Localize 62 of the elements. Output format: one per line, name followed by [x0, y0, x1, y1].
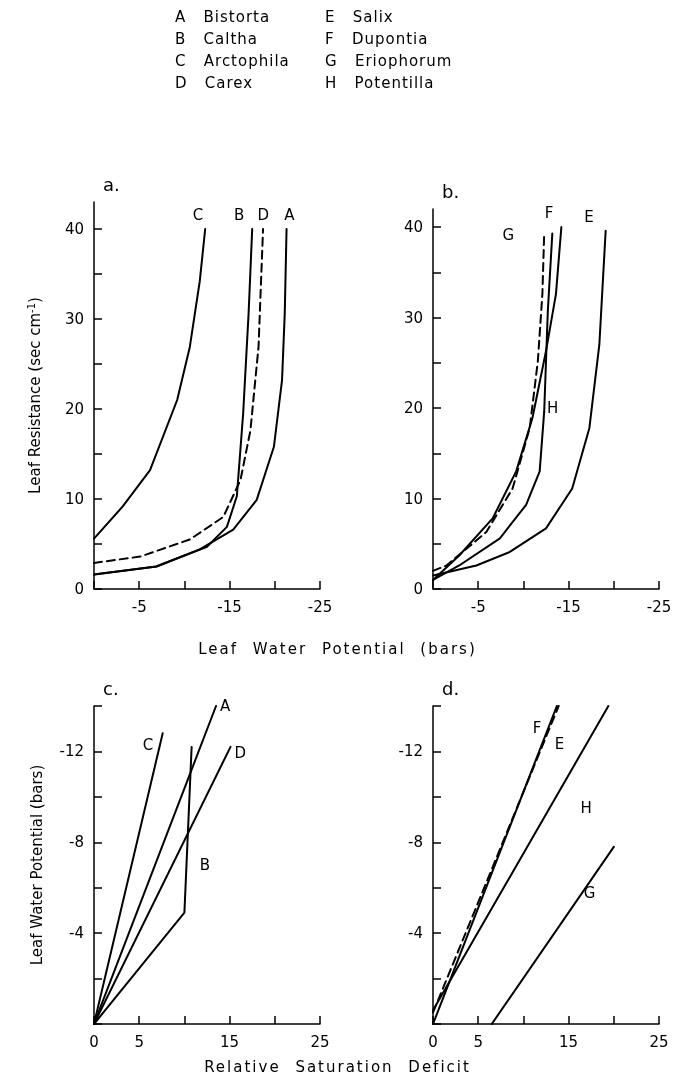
text: A Bistorta	[175, 8, 272, 28]
y-tick-label: -12	[59, 742, 84, 761]
chart-title: c.	[103, 677, 119, 699]
chart-title: b.	[442, 180, 460, 202]
y-tick-label: 10	[403, 489, 423, 508]
text: C Arctophila	[175, 52, 291, 72]
text: G Eriophorum	[325, 52, 454, 72]
text: E Salix	[325, 8, 395, 28]
x-tick-label: 5	[473, 1032, 483, 1051]
x-tick-label: -5	[470, 597, 486, 616]
series-label: F	[532, 719, 542, 737]
y-tick-label: 10	[64, 490, 84, 508]
x-tick-label: 5	[134, 1032, 144, 1051]
x-axis-title: Leaf Water Potential (bars)	[197, 640, 478, 658]
y-tick-label: 20	[64, 400, 84, 418]
x-tick-label: 0	[89, 1032, 99, 1051]
series-label: H	[547, 399, 559, 418]
y-tick-label: 30	[403, 308, 423, 327]
text: H Potentilla	[325, 74, 436, 94]
series-label: C	[192, 206, 204, 224]
x-tick-label: -15	[217, 597, 242, 616]
y-tick-label: -12	[398, 742, 423, 761]
series-label: C	[142, 736, 154, 755]
x-tick-label: 25	[310, 1032, 330, 1051]
y-tick-label: 40	[64, 220, 84, 238]
text: B Caltha	[175, 30, 259, 50]
series-label: H	[580, 799, 592, 817]
y-tick-label: 40	[403, 218, 423, 237]
series-label: A	[284, 206, 296, 224]
chart-title: d.	[442, 677, 460, 699]
x-tick-label: -5	[131, 597, 147, 616]
chart-title: a.	[103, 173, 120, 195]
series-label: B	[199, 855, 210, 874]
series-label: E	[554, 735, 565, 753]
y-tick-label: 0	[74, 580, 84, 598]
series-label: F	[544, 204, 554, 223]
x-tick-label: 25	[649, 1032, 669, 1051]
series-label: E	[584, 207, 594, 226]
x-axis-title: Relative Saturation Deficit	[203, 1058, 472, 1076]
series-label: G	[583, 883, 596, 902]
x-tick-label: -25	[646, 597, 672, 616]
y-axis-title: Leaf Resistance (sec cm-1)	[25, 297, 44, 494]
y-tick-label: 20	[403, 399, 423, 418]
y-tick-label: 30	[64, 310, 84, 328]
x-tick-label: -25	[307, 597, 333, 616]
text: F Dupontia	[325, 30, 430, 50]
x-tick-label: 15	[559, 1032, 579, 1051]
y-tick-label: 0	[413, 580, 423, 598]
series-label: D	[257, 206, 270, 224]
x-tick-label: 15	[220, 1032, 240, 1051]
series-label: D	[234, 743, 247, 762]
x-tick-label: 0	[428, 1032, 438, 1051]
y-tick-label: -4	[69, 924, 84, 943]
series-label: G	[502, 226, 515, 245]
y-axis-title: Leaf Water Potential (bars)	[27, 764, 46, 966]
y-tick-label: -8	[408, 833, 423, 852]
y-tick-label: -4	[408, 924, 423, 943]
y-tick-label: -8	[69, 833, 84, 852]
series-label: B	[233, 206, 245, 224]
series-label: A	[220, 697, 232, 715]
text: D Carex	[175, 74, 255, 94]
x-tick-label: -15	[556, 597, 581, 616]
